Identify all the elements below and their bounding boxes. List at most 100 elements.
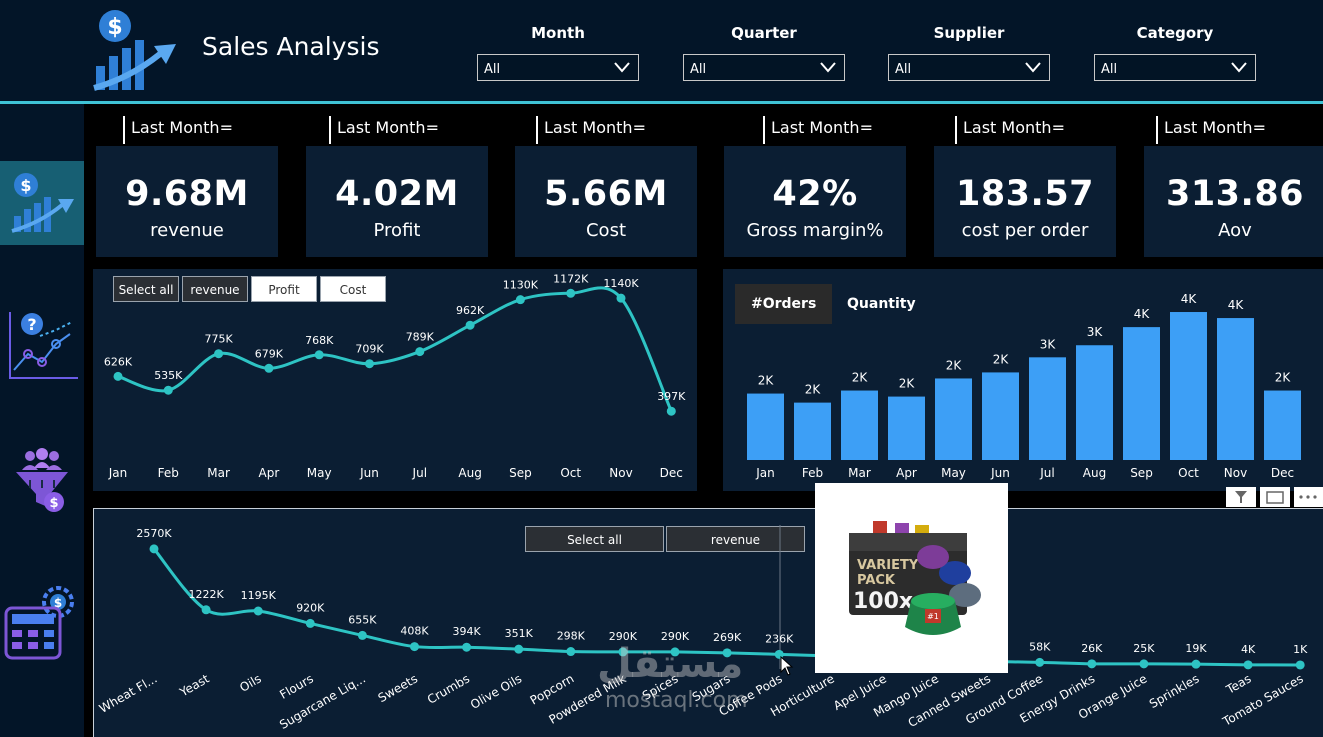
tab-quantity[interactable]: Quantity <box>847 296 916 312</box>
coffee-pods-product-image: VARIETY PACK 100x #1 <box>849 521 981 635</box>
filter-quarter: Quarter All <box>683 24 845 81</box>
data-point <box>253 606 263 616</box>
data-label: 626K <box>104 355 133 368</box>
header-divider <box>0 101 1323 104</box>
data-point <box>1035 657 1045 667</box>
data-label: 2K <box>852 371 869 385</box>
data-point <box>514 644 524 654</box>
mouse-cursor-icon <box>780 656 794 676</box>
nav-analysis-page[interactable]: ? <box>0 304 84 388</box>
category-dropdown[interactable]: All <box>1094 54 1256 81</box>
data-point <box>462 642 472 652</box>
x-tick-label: Jun <box>990 466 1010 480</box>
x-tick-label: Nov <box>609 466 632 480</box>
category-dropdown-value: All <box>1101 62 1118 77</box>
sales-icon: $ <box>11 173 74 233</box>
x-tick-label: Jan <box>755 466 775 480</box>
x-tick-label: Teas <box>1223 671 1254 697</box>
supplier-dropdown[interactable]: All <box>888 54 1050 81</box>
calculator-icon: $ <box>4 586 74 660</box>
svg-text:$: $ <box>54 596 62 610</box>
popup-line1: VARIETY <box>857 558 919 573</box>
chevron-down-icon <box>614 62 630 73</box>
category-revenue-toggle[interactable]: revenue <box>666 526 805 552</box>
data-label: 709K <box>355 343 384 356</box>
data-point <box>774 649 784 659</box>
data-point <box>410 642 419 652</box>
category-select-all-button[interactable]: Select all <box>525 526 664 552</box>
kpi-label: cost per order <box>961 220 1089 241</box>
data-label: 1172K <box>553 272 589 285</box>
month-dropdown-value: All <box>484 62 501 77</box>
bar <box>1217 318 1254 460</box>
data-point <box>465 320 475 330</box>
nav-customers-page[interactable]: $ <box>0 444 84 528</box>
monthly-orders-chart: 2K Jan 2K Feb 2K Mar 2K Apr 2K May 2K Jun 3K Jul 3K Aug… <box>747 292 1301 480</box>
data-label: 290K <box>661 630 690 643</box>
nav-finance-page[interactable]: $ <box>0 582 84 666</box>
month-dropdown[interactable]: All <box>477 54 639 81</box>
data-point <box>670 647 680 657</box>
svg-text:$: $ <box>107 15 122 40</box>
x-tick-label: Olive Oils <box>468 671 524 712</box>
data-label: 2570K <box>136 527 172 540</box>
data-point <box>566 647 576 657</box>
focus-mode-icon[interactable] <box>1260 487 1290 507</box>
data-point <box>1295 660 1305 670</box>
svg-text:$: $ <box>20 176 31 195</box>
x-tick-label: Mar <box>848 466 871 480</box>
data-label: 4K <box>1241 643 1256 656</box>
nav-sales-page[interactable]: $ <box>0 161 84 245</box>
data-label: 236K <box>765 632 794 645</box>
data-label: 2K <box>946 358 963 372</box>
revenue-series-line <box>117 286 673 412</box>
data-point <box>314 350 324 360</box>
supplier-dropdown-value: All <box>895 62 912 77</box>
data-label: 3K <box>1087 325 1104 339</box>
select-all-button[interactable]: Select all <box>113 276 179 302</box>
data-point <box>214 349 224 359</box>
bar <box>888 396 925 460</box>
data-label: 535K <box>154 369 183 382</box>
popup-line3: 100x <box>853 589 913 614</box>
x-tick-label: Jan <box>108 466 128 480</box>
bar <box>1029 357 1066 460</box>
data-point <box>113 371 123 381</box>
quarter-dropdown[interactable]: All <box>683 54 845 81</box>
tab-orders[interactable]: #Orders <box>735 284 833 324</box>
data-label: 655K <box>348 613 377 626</box>
cost-toggle[interactable]: Cost <box>320 276 386 302</box>
x-tick-label: Mar <box>207 466 230 480</box>
x-tick-label: Apr <box>896 466 917 480</box>
x-tick-label: Oils <box>237 671 263 694</box>
x-tick-label: Aug <box>1083 466 1106 480</box>
kpi-label: Aov <box>1218 220 1252 241</box>
kpi-card-cost-per-order: 183.57 cost per order <box>934 146 1116 257</box>
kpi-value: 4.02M <box>335 174 459 214</box>
kpi-label: Gross margin% <box>746 220 884 241</box>
kpi-card-profit: 4.02M Profit <box>306 146 488 257</box>
bar <box>982 372 1019 460</box>
visual-toolbar <box>1226 487 1323 507</box>
sidebar: $ ? <box>0 104 84 737</box>
data-label: 768K <box>305 334 334 347</box>
data-label: 789K <box>406 331 435 344</box>
data-label: 1222K <box>188 588 224 601</box>
data-label: 397K <box>657 390 686 403</box>
bar <box>841 390 878 460</box>
profit-toggle[interactable]: Profit <box>251 276 317 302</box>
x-tick-label: Flours <box>277 671 316 701</box>
revenue-toggle[interactable]: revenue <box>182 276 248 302</box>
data-point <box>515 295 525 305</box>
data-point <box>1139 659 1149 669</box>
chevron-down-icon <box>1231 62 1247 73</box>
data-point <box>201 605 211 615</box>
data-label: 920K <box>296 601 325 614</box>
data-label: 962K <box>456 304 485 317</box>
data-label: 58K <box>1029 640 1051 653</box>
filter-month-label: Month <box>531 24 585 42</box>
bar <box>747 393 784 460</box>
x-tick-label: Yeast <box>177 671 212 699</box>
x-tick-label: Feb <box>802 466 823 480</box>
x-tick-label: May <box>307 466 332 480</box>
